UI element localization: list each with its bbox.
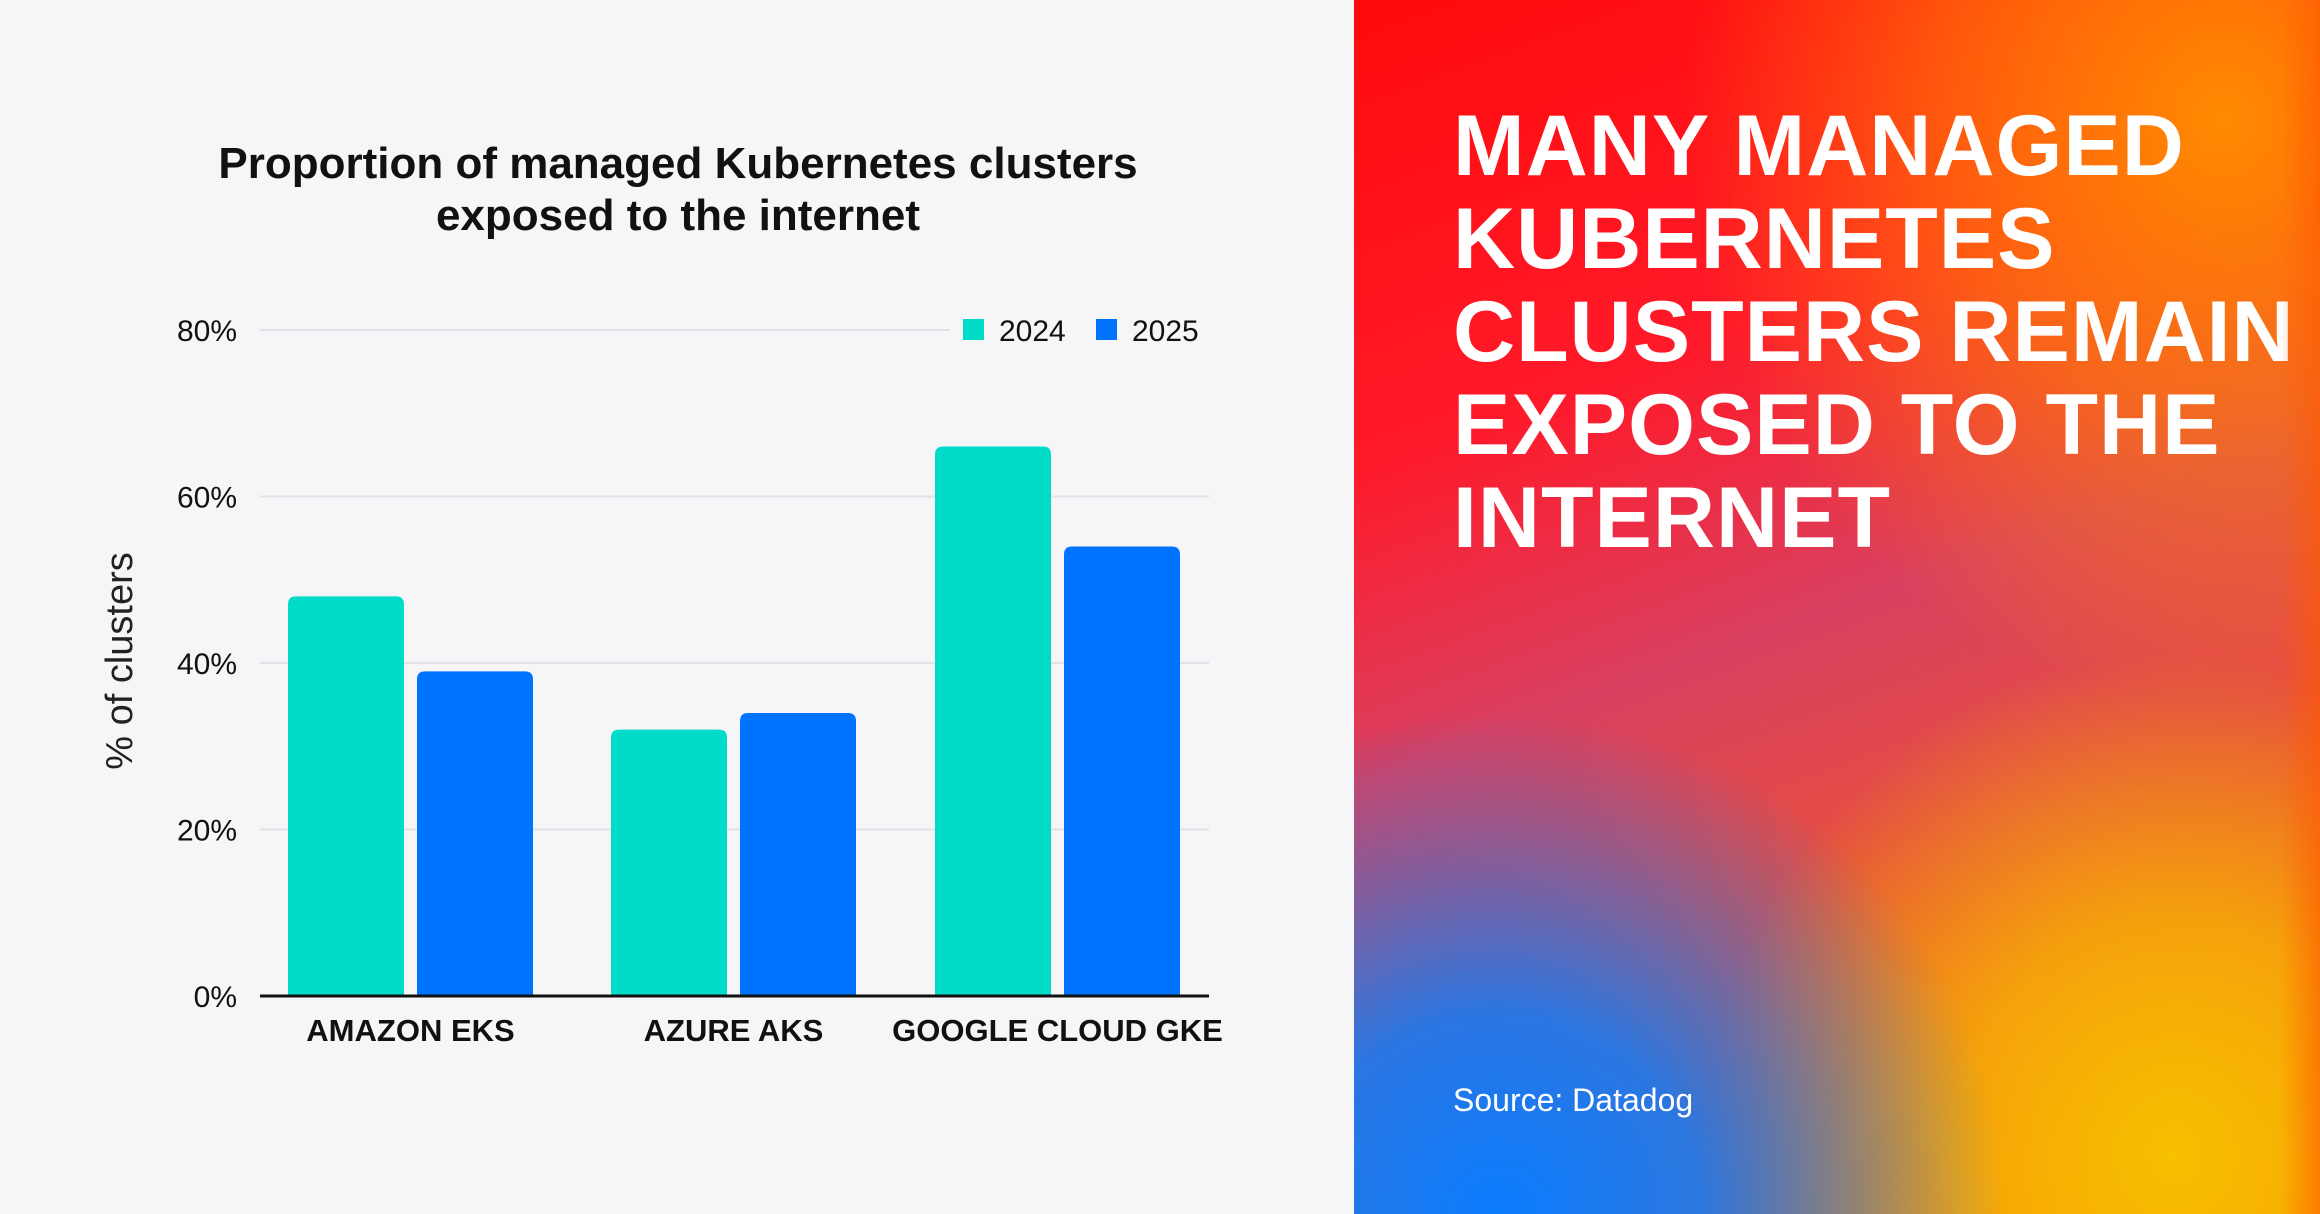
bar-2025-azure-aks <box>740 712 856 996</box>
source-note: Source: Datadog <box>1453 1082 1694 1118</box>
legend-swatch-2025 <box>1096 319 1117 340</box>
bar-2025-google-cloud-gke <box>1064 546 1180 996</box>
y-tick-label: 60% <box>177 482 237 515</box>
bar-2024-azure-aks <box>611 729 727 996</box>
y-tick-label: 20% <box>177 815 237 848</box>
headline: MANY MANAGED KUBERNETES CLUSTERS REMAIN … <box>1453 98 2295 566</box>
y-tick-label: 0% <box>194 981 237 1014</box>
x-tick-label: AZURE AKS <box>644 1013 824 1048</box>
y-tick-label: 80% <box>177 315 237 348</box>
x-tick-label: GOOGLE CLOUD GKE <box>892 1013 1223 1048</box>
bar-chart: Proportion of managed Kubernetes cluster… <box>99 139 1223 1048</box>
y-tick-label: 40% <box>177 648 237 681</box>
chart-title-line-2: exposed to the internet <box>436 191 920 240</box>
bar-2024-amazon-eks <box>288 596 404 996</box>
legend-label-2024: 2024 <box>999 315 1066 348</box>
chart-title-line-1: Proportion of managed Kubernetes cluster… <box>218 139 1137 188</box>
chart-panel: Proportion of managed Kubernetes cluster… <box>99 139 1223 1048</box>
bar-2025-amazon-eks <box>417 671 533 996</box>
bar-2024-google-cloud-gke <box>935 446 1051 996</box>
y-axis-label: % of clusters <box>99 552 141 770</box>
headline-panel: MANY MANAGED KUBERNETES CLUSTERS REMAIN … <box>1354 0 2320 1214</box>
legend-label-2025: 2025 <box>1132 315 1199 348</box>
x-tick-label: AMAZON EKS <box>306 1013 514 1048</box>
legend-swatch-2024 <box>963 319 984 340</box>
